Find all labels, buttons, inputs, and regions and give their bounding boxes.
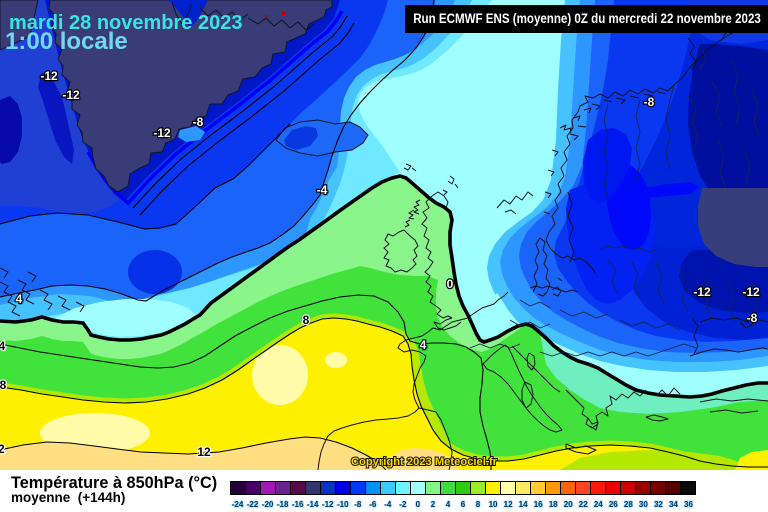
svg-text:-4: -4 (317, 183, 328, 197)
svg-text:-12: -12 (153, 126, 171, 140)
svg-text:-8: -8 (193, 115, 204, 129)
svg-text:12: 12 (197, 445, 211, 459)
svg-text:4: 4 (420, 338, 427, 352)
svg-text:-12: -12 (693, 285, 711, 299)
svg-text:4: 4 (0, 339, 6, 353)
svg-text:-8: -8 (747, 311, 758, 325)
svg-text:8: 8 (0, 378, 7, 392)
svg-text:-8: -8 (644, 95, 655, 109)
svg-text:-12: -12 (40, 69, 58, 83)
svg-text:8: 8 (303, 313, 310, 327)
svg-text:12: 12 (0, 442, 5, 456)
svg-text:-12: -12 (742, 285, 760, 299)
svg-text:0: 0 (447, 277, 454, 291)
svg-text:-12: -12 (62, 88, 80, 102)
svg-text:4: 4 (16, 292, 23, 306)
svg-text:Copyright 2023 Meteociel.fr: Copyright 2023 Meteociel.fr (351, 456, 498, 468)
